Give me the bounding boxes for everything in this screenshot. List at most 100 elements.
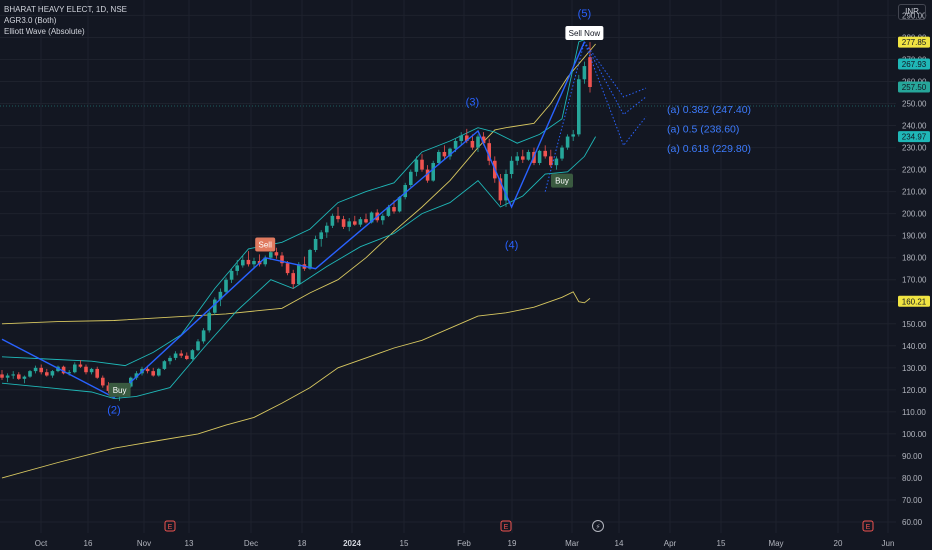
envelope-upper-line xyxy=(1,43,596,325)
candle-body xyxy=(420,159,424,170)
candle-body xyxy=(470,140,475,148)
candle-body xyxy=(325,225,329,233)
signal-sell: Sell xyxy=(255,237,276,252)
candle-body xyxy=(425,169,430,181)
y-tick-label: 100.00 xyxy=(902,430,927,439)
candle xyxy=(134,371,139,380)
candle-body xyxy=(224,279,228,292)
candle xyxy=(420,154,424,172)
candle xyxy=(50,370,55,378)
candle xyxy=(515,151,519,166)
candle xyxy=(330,213,335,228)
x-tick-label: May xyxy=(768,539,783,548)
y-tick-label: 220.00 xyxy=(902,166,927,175)
signal-sellnow: Sell Now xyxy=(565,26,604,41)
candle-body xyxy=(201,330,206,342)
price-tag: 277.85 xyxy=(898,36,930,48)
candle-body xyxy=(196,341,200,351)
candle xyxy=(28,370,32,378)
candle xyxy=(218,288,223,307)
candle-body xyxy=(151,371,155,376)
candle-body xyxy=(364,219,368,223)
candle-body xyxy=(414,159,419,172)
candle-body xyxy=(297,264,301,285)
candle xyxy=(196,339,200,352)
candle xyxy=(39,364,43,375)
candle-body xyxy=(336,215,340,220)
candle xyxy=(101,375,105,388)
candle-body xyxy=(285,263,290,274)
y-tick-label: 290.00 xyxy=(902,11,927,20)
candle xyxy=(302,256,307,271)
y-tick-label: 240.00 xyxy=(902,122,927,131)
candle xyxy=(353,215,357,226)
price-tag: 267.93 xyxy=(898,58,930,70)
price-tag-label: 160.21 xyxy=(902,297,927,306)
x-tick-label: Oct xyxy=(35,539,48,548)
candle-body xyxy=(521,156,525,160)
wave-label: (5) xyxy=(578,8,591,20)
candle-body xyxy=(246,259,251,265)
candle-body xyxy=(403,185,407,198)
bands xyxy=(1,36,596,400)
candle-body xyxy=(0,374,4,378)
y-tick-label: 250.00 xyxy=(902,100,927,109)
indicator-agr[interactable]: AGR3.0 (Both) xyxy=(4,16,57,25)
candle-body xyxy=(101,377,105,386)
x-tick-label: 13 xyxy=(185,539,194,548)
candle-body xyxy=(448,148,452,157)
x-tick-label: 2024 xyxy=(343,539,361,548)
candle xyxy=(543,145,547,159)
candle-body xyxy=(11,374,15,376)
candle xyxy=(341,215,346,230)
x-tick-label: 14 xyxy=(615,539,624,548)
signal-label: Buy xyxy=(113,386,127,395)
earnings-letter: E xyxy=(504,524,509,531)
candle-body xyxy=(39,367,43,373)
earnings-box xyxy=(500,520,512,532)
candle xyxy=(274,247,279,259)
candle-body xyxy=(241,259,245,266)
signal-label: Sell Now xyxy=(569,29,601,38)
indicator-elliott[interactable]: Elliott Wave (Absolute) xyxy=(4,27,85,36)
wave-label: (4) xyxy=(505,239,518,251)
signal-box xyxy=(565,26,604,41)
candle xyxy=(537,149,542,166)
candle xyxy=(224,277,228,295)
candle xyxy=(571,129,575,141)
candle xyxy=(0,370,4,380)
candle xyxy=(509,156,514,179)
candle-body xyxy=(229,270,234,280)
time-axis[interactable]: Oct 16 Nov 13 Dec 18 2024 15 Feb 19 Mar 14 Apr 15 May 2… xyxy=(35,539,895,548)
earnings-box xyxy=(862,520,874,532)
signal-buy: Buy xyxy=(551,173,573,188)
currency-badge[interactable]: INR xyxy=(898,4,926,20)
x-tick-label: Mar xyxy=(565,539,579,548)
candle-body xyxy=(157,368,161,376)
candle-body xyxy=(274,252,279,256)
price-tag-box xyxy=(898,295,930,307)
band-upper-line xyxy=(1,36,591,367)
candle xyxy=(409,169,413,188)
candle-body xyxy=(397,197,402,212)
candle-body xyxy=(134,373,139,378)
candle xyxy=(347,218,351,232)
candle xyxy=(313,235,318,253)
candle-body xyxy=(582,66,587,80)
candle xyxy=(229,268,234,284)
candle xyxy=(431,160,435,182)
candle-body xyxy=(17,374,21,379)
y-tick-label: 190.00 xyxy=(902,232,927,241)
candle xyxy=(89,367,94,375)
candle-body xyxy=(313,238,318,250)
candle-body xyxy=(442,151,447,157)
candle-body xyxy=(213,299,217,313)
candle-body xyxy=(437,151,441,163)
candle xyxy=(252,257,256,269)
candle-body xyxy=(50,371,55,376)
candle-body xyxy=(431,162,435,181)
symbol-title[interactable]: BHARAT HEAVY ELECT, 1D, NSE xyxy=(4,5,128,14)
candle-body xyxy=(84,366,88,373)
earnings-letter: E xyxy=(866,524,871,531)
